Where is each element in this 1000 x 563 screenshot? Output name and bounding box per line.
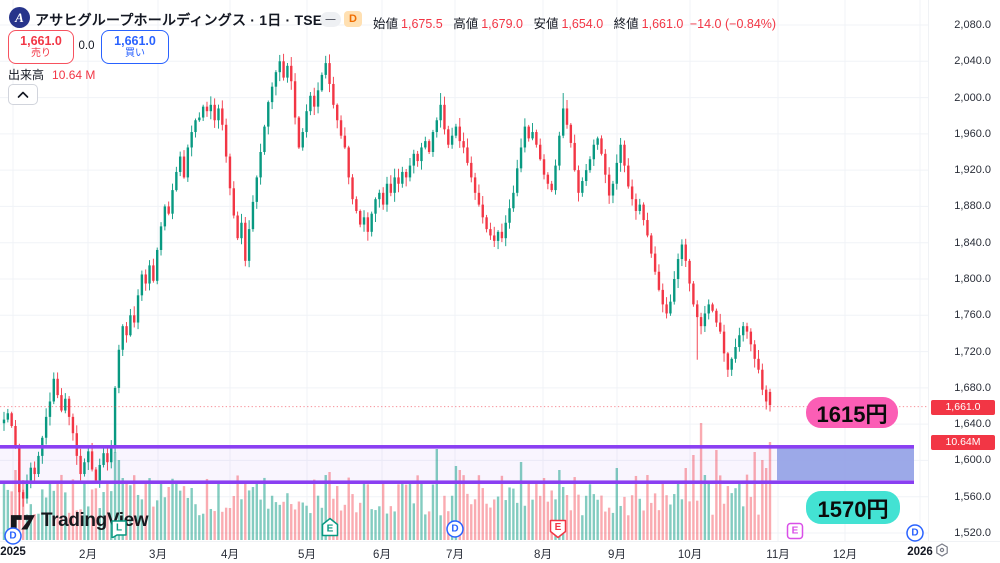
time-tick: 11月 [766, 549, 790, 561]
price-tick: 2,080.0 [954, 19, 991, 31]
price-tick: 1,720.0 [954, 345, 991, 358]
dividend-marker-d[interactable]: D [3, 526, 23, 546]
open-label: 始値 [373, 17, 399, 31]
price-tick: 1,560.0 [954, 490, 991, 503]
tradingview-glyph-icon [10, 515, 35, 530]
spread-value: 0.0 [78, 40, 95, 52]
volume-label: 出来高 [8, 68, 45, 82]
price-tick: 1,680.0 [954, 381, 991, 394]
price-tick: 1,800.0 [954, 273, 991, 285]
time-tick: 8月 [534, 549, 552, 561]
time-tick: 7月 [446, 549, 464, 561]
price-tick: 1,600.0 [954, 454, 991, 467]
support-line[interactable] [0, 480, 914, 484]
time-axis[interactable]: 2025 2月 3月 4月 5月 6月 7月 8月 9月 10月 11月 12月 2026 [0, 541, 1000, 563]
chevron-up-icon [17, 91, 29, 98]
time-tick: 2月 [79, 549, 97, 561]
event-marker-e[interactable]: E [548, 519, 568, 539]
symbol-logo-icon: A [9, 7, 30, 28]
price-tick: 1,920.0 [954, 164, 991, 177]
price-tick: 1,960.0 [954, 127, 991, 140]
tradingview-logo-text: TradingView [41, 510, 149, 531]
price-axis[interactable]: 2,080.0 2,040.0 2,000.0 1,960.0 1,920.0 1,880… [928, 0, 1000, 541]
support-price-label[interactable]: 1570円 [806, 491, 900, 524]
volume-indicator-row: 出来高 10.64 M [8, 66, 95, 83]
svg-text:E: E [327, 524, 334, 535]
candles [2, 53, 772, 520]
change-value: −14.0 (−0.84%) [689, 17, 777, 31]
high-label: 高値 [453, 17, 479, 31]
sell-price: 1,661.0 [20, 34, 62, 49]
volume-axis-badge: 10.64M [931, 434, 995, 450]
volume-value: 10.64 M [52, 68, 96, 82]
high-value: 1,679.0 [481, 17, 523, 31]
time-tick: 5月 [298, 549, 316, 561]
symbol-title[interactable]: アサヒグループホールディングス · 1日 · TSE [35, 12, 323, 28]
time-tick: 4月 [221, 549, 239, 561]
time-tick: 12月 [832, 549, 858, 561]
event-marker-e[interactable]: E [785, 521, 805, 541]
price-tick: 2,000.0 [954, 91, 991, 104]
resistance-line[interactable] [0, 445, 914, 449]
svg-text:L: L [116, 523, 122, 534]
svg-text:E: E [555, 522, 562, 533]
price-tick: 1,840.0 [954, 236, 991, 249]
time-tick: 2025 [0, 546, 26, 558]
sell-label: 売り [31, 48, 51, 60]
svg-text:E: E [792, 526, 799, 537]
low-label: 安値 [533, 17, 559, 31]
price-tick: 2,040.0 [954, 55, 991, 68]
buy-label: 買い [125, 48, 145, 60]
event-marker-e[interactable]: E [320, 517, 340, 537]
collapse-pane-button[interactable] [8, 84, 38, 105]
price-tick: 1,520.0 [954, 527, 991, 539]
ohlc-readout: 始値 1,675.5 高値 1,679.0 安値 1,654.0 終値 1,661.0 … [373, 13, 776, 32]
buy-price: 1,661.0 [114, 34, 156, 49]
dividend-marker-d[interactable]: D [905, 523, 925, 543]
resistance-price-label[interactable]: 1615円 [806, 397, 898, 428]
time-tick: 10月 [677, 549, 703, 561]
time-tick: 2026 [907, 546, 933, 558]
time-tick: 3月 [149, 549, 167, 561]
time-tick: 9月 [608, 549, 626, 561]
open-value: 1,675.5 [401, 17, 443, 31]
sell-button[interactable]: 1,661.0 売り [8, 30, 74, 64]
price-tick: 1,640.0 [954, 418, 991, 431]
dividend-marker-d[interactable]: D [445, 519, 465, 539]
interval-badge[interactable]: D [344, 11, 362, 27]
support-zone-rectangle[interactable] [777, 448, 914, 481]
price-tick: 1,760.0 [954, 309, 991, 322]
svg-text:D: D [9, 531, 16, 542]
buy-button[interactable]: 1,661.0 買い [101, 30, 169, 64]
last-price-axis-badge: 1,661.0 [931, 399, 995, 415]
close-value: 1,661.0 [641, 17, 684, 31]
minimize-dash-icon[interactable]: — [320, 12, 341, 27]
low-value: 1,654.0 [561, 17, 604, 31]
close-label: 終値 [613, 17, 639, 31]
price-tick: 1,880.0 [954, 200, 991, 213]
svg-text:D: D [911, 528, 918, 539]
event-marker-l[interactable]: L [109, 518, 129, 539]
axis-settings-gear-icon[interactable] [933, 541, 951, 559]
time-tick: 6月 [373, 549, 391, 561]
svg-text:D: D [451, 524, 458, 535]
